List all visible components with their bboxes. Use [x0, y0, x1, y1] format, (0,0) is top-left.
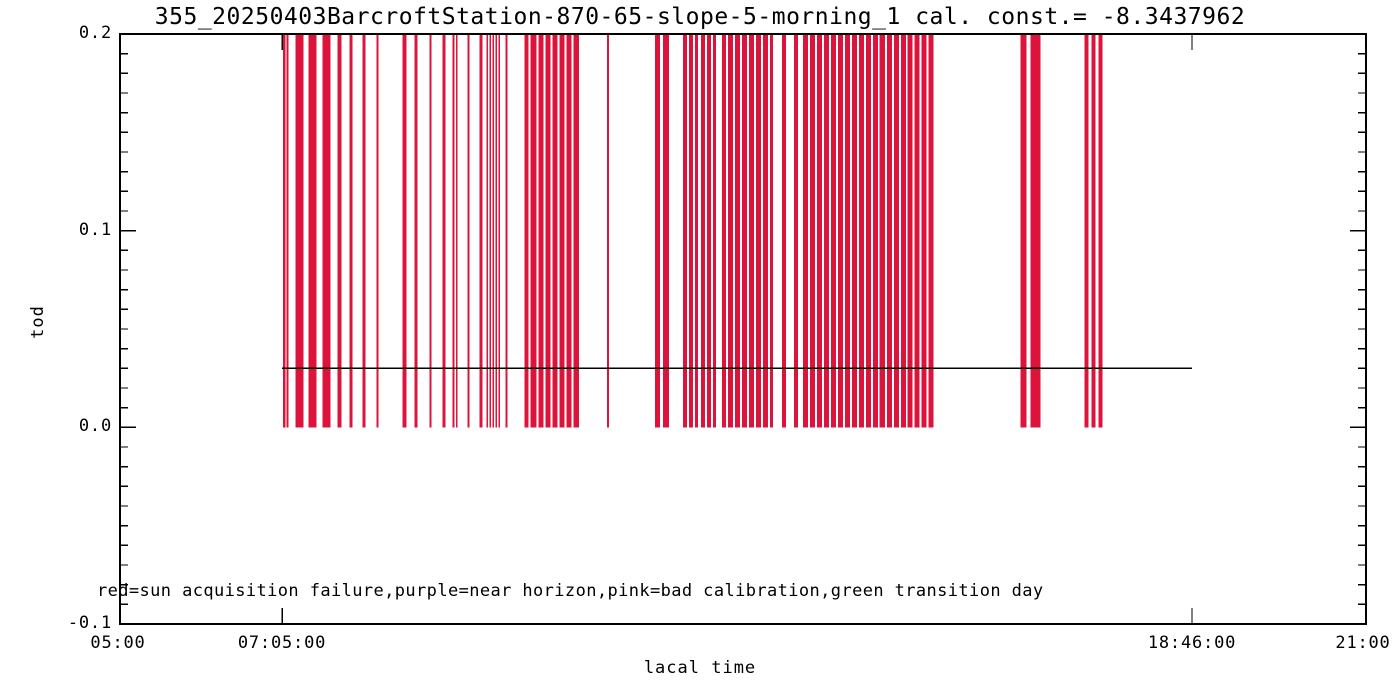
red-event-bar	[851, 34, 857, 428]
red-event-bar	[1091, 34, 1096, 428]
red-event-bar	[286, 34, 289, 428]
red-event-bar	[1098, 34, 1103, 428]
red-event-bar	[663, 34, 670, 428]
red-event-bar	[701, 34, 706, 428]
red-event-bar	[492, 34, 494, 428]
red-event-bar	[793, 34, 798, 428]
red-event-bar	[1020, 34, 1027, 428]
red-event-bar	[809, 34, 815, 428]
red-event-bar	[489, 34, 491, 428]
red-event-bar	[322, 34, 331, 428]
x-tick-label-2100: 21:00	[1335, 633, 1391, 653]
red-event-bar	[713, 34, 716, 428]
y-tick-label-neg01: -0.1	[67, 613, 112, 633]
red-event-bar	[402, 34, 407, 428]
red-event-bar	[742, 34, 747, 428]
red-event-bar	[695, 34, 699, 428]
red-event-bar	[566, 34, 572, 428]
red-event-bar	[802, 34, 808, 428]
red-event-bar	[928, 34, 934, 428]
red-event-bar	[655, 34, 661, 428]
red-event-bar	[683, 34, 688, 428]
red-event-bar	[769, 34, 773, 428]
plot-title: 355_20250403BarcroftStation-870-65-slope…	[154, 4, 1246, 30]
red-event-bar	[907, 34, 913, 428]
red-event-bar	[559, 34, 565, 428]
y-tick-label-02: 0.2	[78, 23, 112, 43]
red-event-bar	[749, 34, 754, 428]
red-event-bar	[573, 34, 580, 428]
red-event-bar	[607, 34, 609, 428]
red-event-bar	[837, 34, 843, 428]
red-event-bar	[495, 34, 497, 428]
red-event-bar	[429, 34, 432, 428]
red-event-bar	[707, 34, 711, 428]
red-event-bar	[452, 34, 455, 428]
red-event-bar	[914, 34, 920, 428]
red-event-bar	[1084, 34, 1089, 428]
red-event-bar	[858, 34, 864, 428]
x-axis-label: lacal time	[643, 658, 757, 678]
red-event-bar	[349, 34, 353, 428]
red-event-bar	[282, 34, 286, 428]
red-event-bar	[900, 34, 906, 428]
x-tick-label-070500: 07:05:00	[237, 633, 327, 653]
red-event-bar	[337, 34, 342, 428]
legend-note: red=sun acquisition failure,purple=near …	[97, 581, 1044, 601]
red-event-bar	[498, 34, 500, 428]
red-event-bar	[823, 34, 829, 428]
red-event-bar	[376, 34, 379, 428]
red-event-bar	[308, 34, 317, 428]
red-event-bar	[781, 34, 786, 428]
red-event-bar	[295, 34, 304, 428]
red-event-bar	[879, 34, 885, 428]
red-event-bar	[844, 34, 850, 428]
red-event-bar	[530, 34, 537, 428]
red-event-bar	[505, 34, 508, 428]
red-event-bar	[456, 34, 458, 428]
red-event-bar	[830, 34, 836, 428]
red-event-bar	[467, 34, 470, 428]
red-event-bar	[414, 34, 418, 428]
red-event-bar	[1030, 34, 1041, 428]
x-tick-label-184600: 18:46:00	[1147, 633, 1237, 653]
red-event-bar	[479, 34, 483, 428]
red-event-bar	[486, 34, 488, 428]
red-event-bar	[538, 34, 544, 428]
red-event-bar	[689, 34, 694, 428]
y-tick-label-00: 0.0	[78, 416, 112, 436]
red-event-bar	[816, 34, 822, 428]
red-event-bar	[735, 34, 741, 428]
red-event-bar	[545, 34, 551, 428]
red-event-bar	[552, 34, 558, 428]
red-event-bar	[865, 34, 871, 428]
red-event-bar	[756, 34, 761, 428]
red-event-bar	[921, 34, 927, 428]
red-event-bar	[362, 34, 366, 428]
red-event-bar	[886, 34, 892, 428]
y-tick-label-01: 0.1	[78, 220, 112, 240]
y-axis-label: tod	[28, 305, 48, 339]
red-event-bar	[762, 34, 768, 428]
red-event-bar	[442, 34, 446, 428]
red-event-bar	[893, 34, 899, 428]
red-event-bar	[728, 34, 733, 428]
red-event-bar	[872, 34, 878, 428]
red-event-bar	[524, 34, 529, 428]
x-tick-label-0500: 05:00	[90, 633, 146, 653]
red-event-bar	[722, 34, 727, 428]
